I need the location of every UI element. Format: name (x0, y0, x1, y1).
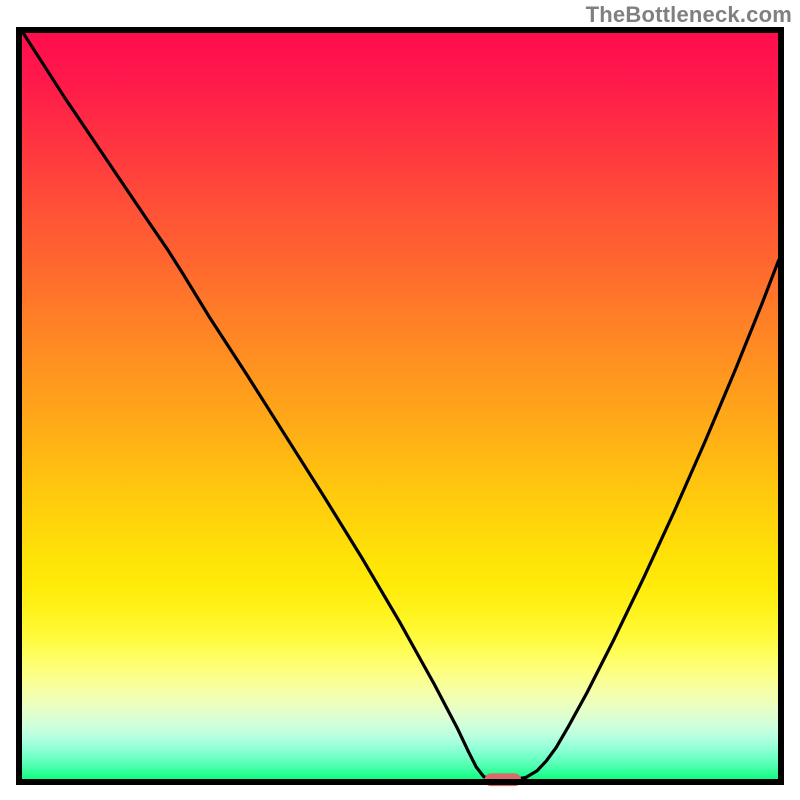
watermark-label: TheBottleneck.com (586, 2, 792, 28)
chart-container: TheBottleneck.com (0, 0, 800, 800)
bottleneck-chart (0, 0, 800, 800)
